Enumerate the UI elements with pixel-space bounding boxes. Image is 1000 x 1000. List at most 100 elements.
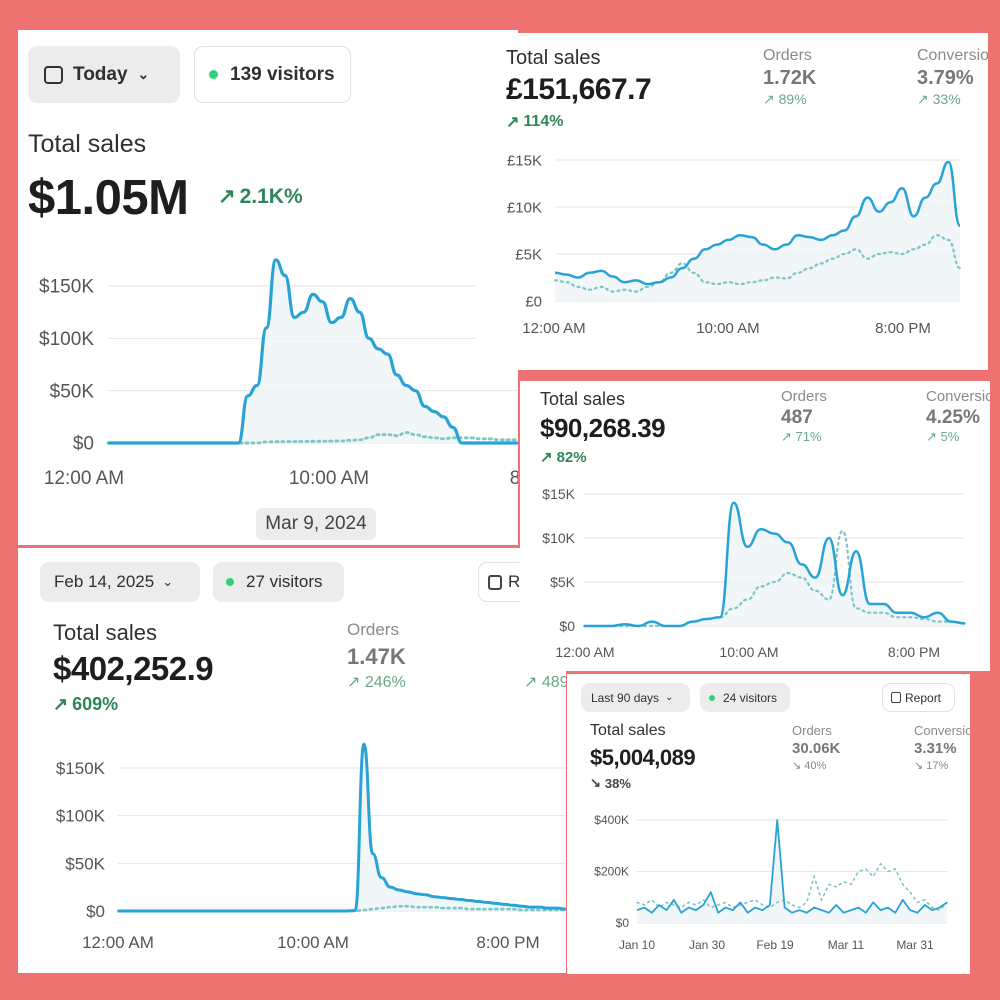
conversion-change: ↗ 5% — [926, 429, 960, 444]
sales-series-line — [107, 258, 518, 445]
conversion-value: 3.31% — [914, 740, 957, 757]
x-tick-label: 10:00 AM — [289, 468, 369, 489]
y-tick-label: $0 — [73, 434, 94, 455]
arrow-up-right-icon: ↗ — [218, 185, 236, 208]
report-label: R — [508, 572, 521, 591]
y-tick-label: $100K — [39, 329, 94, 350]
date-tooltip: Mar 9, 2024 — [256, 508, 376, 540]
y-tick-label: $150K — [56, 759, 106, 778]
x-tick-label: Feb 19 — [756, 938, 794, 952]
total-sales-value: $90,268.39 — [540, 413, 666, 443]
report-label: Report — [905, 690, 942, 705]
sales-change: ↘ 38% — [590, 775, 631, 791]
sales-card-90days: Last 90 days ⌄ 24 visitors Report Total … — [567, 674, 970, 974]
y-tick-label: $50K — [65, 854, 105, 873]
x-tick-label: Mar 11 — [828, 938, 865, 952]
sales-chart: $15K $10K $5K $0 12:00 AM 10:00 AM 8:00 PM — [542, 486, 967, 660]
total-sales-title: Total sales — [540, 389, 626, 409]
conversion-value: 3.79% — [917, 67, 974, 89]
live-dot-icon — [709, 694, 715, 701]
conversion-change: ↘ 17% — [914, 760, 949, 772]
arrow-down-right-icon: ↘ — [590, 775, 601, 790]
orders-change: ↗ 89% — [763, 91, 807, 107]
total-sales-title: Total sales — [28, 130, 147, 158]
series-area — [108, 259, 518, 443]
total-sales-title: Total sales — [53, 620, 157, 645]
y-tick-label: £10K — [507, 199, 542, 216]
y-tick-label: $0 — [616, 916, 630, 930]
sales-card-today: Today ⌄ 139 visitors Total sales $1.05M … — [18, 30, 518, 545]
conversion-change: ↗ 33% — [917, 91, 961, 107]
sales-card-usd: Total sales $90,268.39 ↗ 82% Orders 487 ↗… — [520, 381, 990, 671]
x-tick-label: 8 — [510, 468, 518, 489]
date-range-label: Feb 14, 2025 — [54, 572, 155, 591]
y-tick-label: £0 — [525, 293, 542, 310]
x-tick-label: 12:00 AM — [44, 468, 124, 489]
comparison-series-line — [636, 862, 948, 912]
sales-series-line — [554, 160, 962, 286]
orders-change: ↗ 246% — [347, 674, 406, 691]
arrow-up-right-icon: ↗ — [53, 694, 69, 714]
sales-chart: $150K $100K $50K $0 12:00 AM 10:00 AM 8 — [39, 258, 518, 489]
series-area — [584, 502, 965, 626]
conversion-label: Conversio — [926, 388, 990, 405]
y-tick-label: $10K — [542, 530, 575, 546]
date-range-button[interactable]: Last 90 days ⌄ — [581, 683, 690, 712]
sales-series-line — [117, 742, 566, 913]
total-sales-title: Total sales — [590, 722, 666, 739]
sales-card-feb14: Feb 14, 2025 ⌄ 27 visitors R Total sales… — [18, 548, 566, 973]
total-sales-value: $5,004,089 — [590, 745, 696, 770]
orders-change: ↘ 40% — [792, 760, 827, 772]
conversion-value: 4.25% — [926, 407, 980, 428]
visitors-label: 27 visitors — [246, 572, 323, 591]
sales-change: ↗ 609% — [53, 694, 119, 714]
visitors-label: 139 visitors — [230, 63, 335, 85]
date-range-label: Last 90 days — [591, 690, 660, 705]
sales-chart: £15K £10K £5K £0 12:00 AM 10:00 AM 8:00 PM — [507, 152, 962, 337]
orders-label: Orders — [347, 620, 399, 639]
visitors-badge[interactable]: 27 visitors — [213, 562, 344, 602]
sales-series-line — [636, 819, 948, 914]
y-tick-label: $400K — [594, 813, 629, 827]
y-tick-label: $0 — [559, 618, 575, 634]
total-sales-value: $402,252.9 — [53, 650, 214, 687]
chevron-down-icon: ⌄ — [665, 692, 674, 703]
visitors-label: 24 visitors — [723, 690, 778, 705]
comparison-series-line — [553, 234, 962, 293]
y-tick-label: $50K — [50, 381, 95, 402]
date-range-button[interactable]: Today ⌄ — [28, 46, 180, 103]
chevron-down-icon: ⌄ — [162, 574, 174, 589]
orders-value: 30.06K — [792, 740, 841, 757]
live-dot-icon — [209, 70, 218, 79]
x-tick-label: Jan 30 — [689, 938, 725, 952]
y-tick-label: £15K — [507, 152, 542, 169]
x-tick-label: Mar 31 — [896, 938, 934, 952]
report-button[interactable]: Report — [882, 683, 955, 712]
total-sales-title: Total sales — [506, 47, 601, 69]
y-tick-label: $200K — [594, 865, 629, 879]
x-tick-label: 10:00 AM — [696, 320, 759, 337]
live-dot-icon — [226, 578, 234, 586]
orders-label: Orders — [792, 723, 832, 738]
y-tick-label: $100K — [56, 807, 106, 826]
series-area — [118, 744, 566, 911]
orders-label: Orders — [763, 47, 812, 64]
conversion-label: Conversio — [914, 723, 970, 738]
orders-value: 1.47K — [347, 644, 406, 669]
x-tick-label: 8:00 PM — [888, 644, 940, 660]
x-tick-label: 12:00 AM — [555, 644, 614, 660]
total-sales-value: $1.05M — [28, 171, 189, 225]
y-tick-label: £5K — [515, 246, 542, 263]
conversion-label: Conversio — [917, 47, 988, 64]
report-icon — [891, 692, 901, 703]
orders-value: 487 — [781, 407, 813, 428]
x-tick-label: 12:00 AM — [522, 320, 585, 337]
date-range-button[interactable]: Feb 14, 2025 ⌄ — [40, 562, 200, 602]
x-tick-label: 8:00 PM — [875, 320, 931, 337]
visitors-badge[interactable]: 139 visitors — [194, 46, 351, 103]
arrow-up-right-icon: ↗ — [540, 449, 553, 466]
y-tick-label: $150K — [39, 277, 94, 298]
sales-card-gbp: Total sales £151,667.7 ↗ 114% Orders 1.72… — [475, 33, 988, 370]
visitors-badge[interactable]: 24 visitors — [700, 683, 790, 712]
sales-chart: $400K $200K $0 Jan 10 Jan 30 Feb 19 Mar 11 Mar … — [594, 813, 948, 952]
